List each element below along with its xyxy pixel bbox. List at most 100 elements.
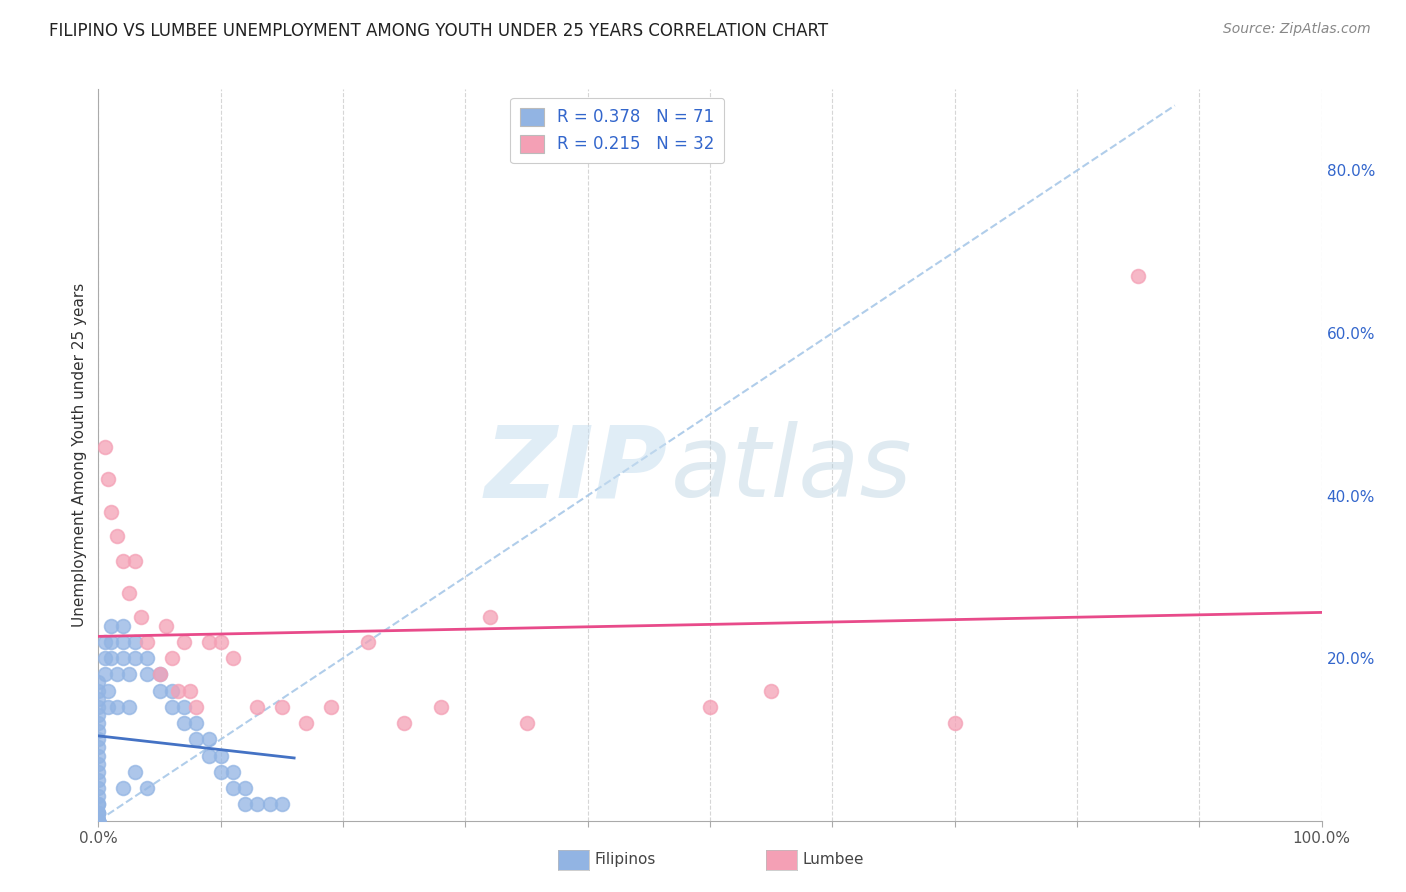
Point: [392, 716, 416, 731]
Point: [87, 814, 110, 828]
Point: [478, 610, 501, 624]
Point: [124, 651, 146, 665]
Point: [87, 814, 110, 828]
Point: [430, 699, 453, 714]
Point: [87, 814, 110, 828]
Text: Source: ZipAtlas.com: Source: ZipAtlas.com: [1223, 22, 1371, 37]
Point: [1128, 269, 1150, 284]
Point: [87, 716, 110, 731]
Point: [87, 740, 110, 755]
Text: atlas: atlas: [671, 421, 912, 518]
Point: [124, 764, 146, 779]
Point: [87, 814, 110, 828]
Point: [186, 699, 208, 714]
Point: [155, 618, 177, 632]
Point: [105, 699, 128, 714]
Point: [136, 781, 159, 796]
Point: [87, 814, 110, 828]
Point: [87, 675, 110, 690]
Text: Lumbee: Lumbee: [803, 853, 865, 867]
Point: [197, 635, 219, 649]
Point: [93, 667, 115, 681]
Point: [129, 610, 152, 624]
Point: [111, 618, 134, 632]
Point: [222, 764, 245, 779]
Point: [87, 814, 110, 828]
Point: [356, 635, 378, 649]
Point: [87, 748, 110, 763]
Point: [100, 618, 122, 632]
Point: [87, 814, 110, 828]
Point: [87, 764, 110, 779]
Point: [87, 814, 110, 828]
Point: [97, 699, 120, 714]
Point: [111, 553, 134, 567]
Text: FILIPINO VS LUMBEE UNEMPLOYMENT AMONG YOUTH UNDER 25 YEARS CORRELATION CHART: FILIPINO VS LUMBEE UNEMPLOYMENT AMONG YO…: [49, 22, 828, 40]
Point: [167, 683, 190, 698]
Point: [87, 756, 110, 771]
Point: [93, 651, 115, 665]
Point: [270, 699, 294, 714]
Point: [761, 683, 783, 698]
Point: [124, 635, 146, 649]
Point: [160, 683, 183, 698]
Point: [173, 716, 195, 731]
Point: [246, 699, 269, 714]
Point: [118, 699, 141, 714]
Point: [87, 772, 110, 787]
Point: [87, 691, 110, 706]
Point: [136, 635, 159, 649]
Point: [209, 635, 232, 649]
Point: [118, 586, 141, 600]
Point: [179, 683, 201, 698]
Point: [222, 651, 245, 665]
Point: [87, 797, 110, 812]
Point: [87, 732, 110, 747]
Point: [149, 667, 172, 681]
Point: [136, 667, 159, 681]
Point: [87, 789, 110, 804]
Point: [233, 797, 256, 812]
Point: [87, 797, 110, 812]
Point: [87, 724, 110, 739]
Point: [87, 814, 110, 828]
Point: [111, 635, 134, 649]
Legend: R = 0.378   N = 71, R = 0.215   N = 32: R = 0.378 N = 71, R = 0.215 N = 32: [510, 97, 724, 163]
Point: [246, 797, 269, 812]
Point: [270, 797, 294, 812]
Point: [105, 529, 128, 543]
Point: [118, 667, 141, 681]
Point: [124, 553, 146, 567]
Point: [209, 764, 232, 779]
Point: [111, 781, 134, 796]
Point: [186, 716, 208, 731]
Point: [93, 440, 115, 454]
Point: [209, 748, 232, 763]
Point: [943, 716, 966, 731]
Point: [87, 805, 110, 820]
Point: [149, 667, 172, 681]
Point: [97, 683, 120, 698]
Point: [100, 635, 122, 649]
Point: [136, 651, 159, 665]
Point: [87, 781, 110, 796]
Point: [186, 732, 208, 747]
Point: [93, 635, 115, 649]
Point: [259, 797, 281, 812]
Point: [699, 699, 721, 714]
Point: [100, 651, 122, 665]
Point: [105, 667, 128, 681]
Text: ZIP: ZIP: [484, 421, 668, 518]
Point: [197, 732, 219, 747]
Point: [173, 699, 195, 714]
Point: [87, 708, 110, 723]
Text: Filipinos: Filipinos: [595, 853, 657, 867]
Point: [173, 635, 195, 649]
Point: [515, 716, 537, 731]
Point: [295, 716, 318, 731]
Point: [149, 683, 172, 698]
Point: [111, 651, 134, 665]
Y-axis label: Unemployment Among Youth under 25 years: Unemployment Among Youth under 25 years: [72, 283, 87, 627]
Point: [87, 805, 110, 820]
Point: [197, 748, 219, 763]
